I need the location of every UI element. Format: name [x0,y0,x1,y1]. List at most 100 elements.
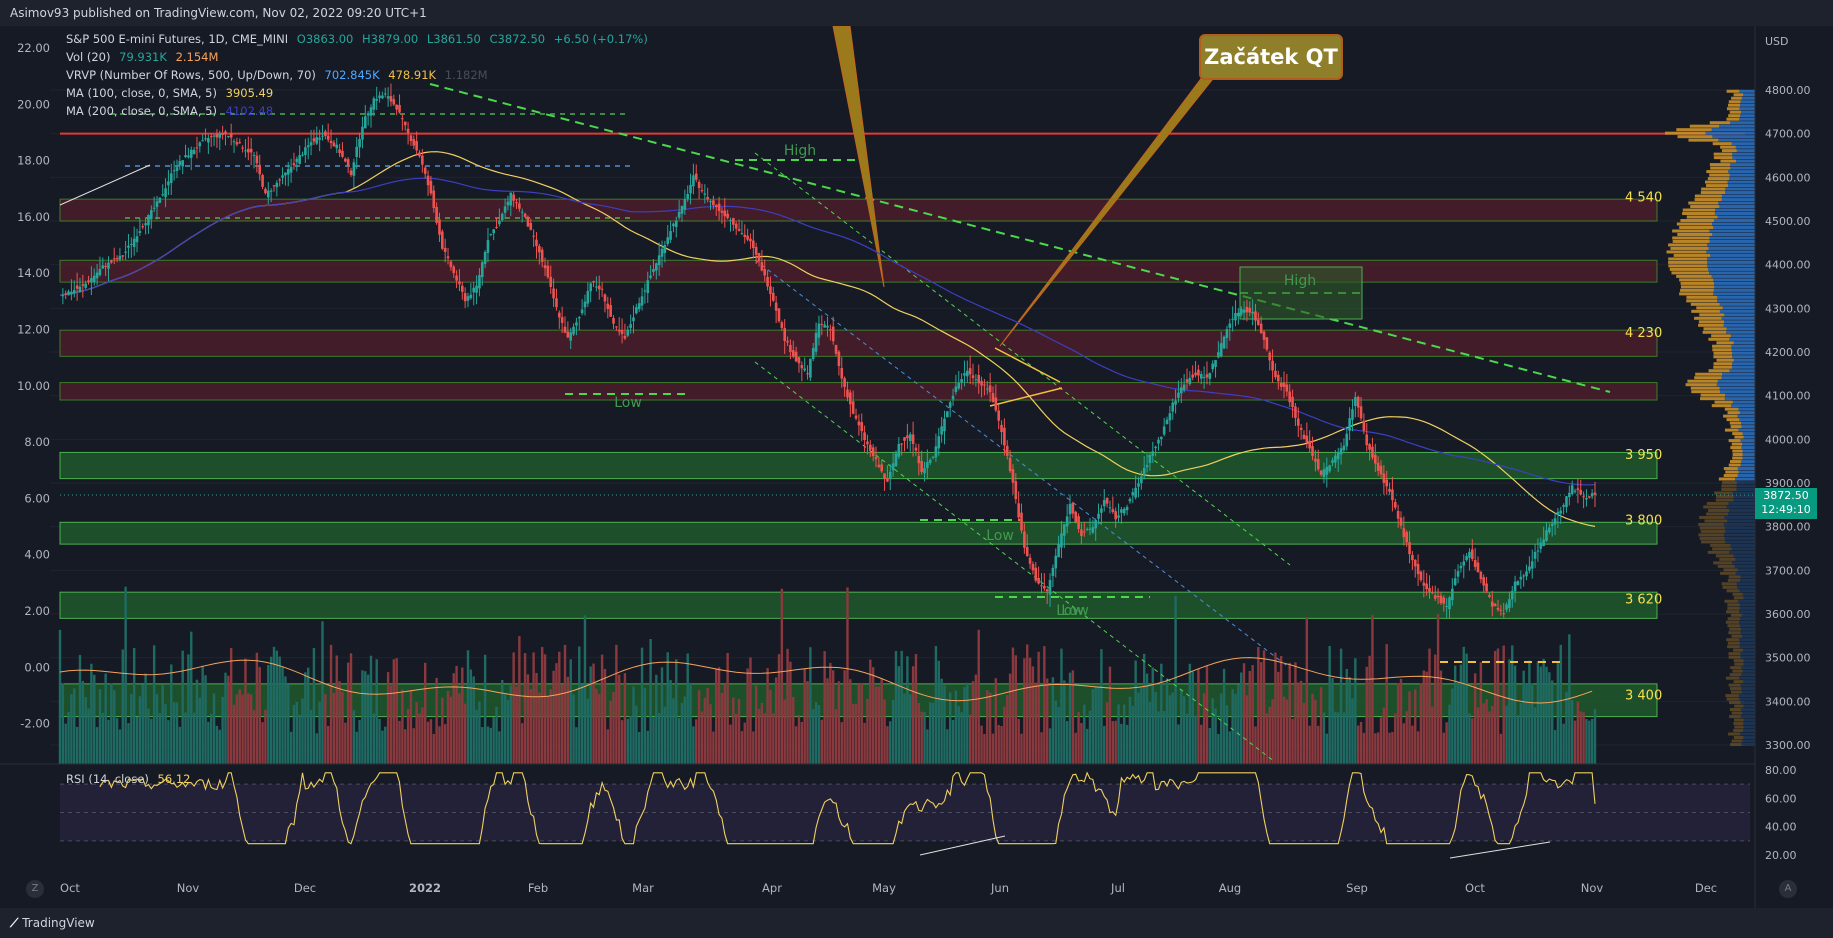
z-button[interactable]: Z [26,880,44,898]
volume-bar [150,718,153,764]
candle-body [763,269,767,276]
candle-body [1416,563,1420,575]
candle-body [817,323,821,338]
volume-bar [509,685,512,764]
volume-bar [586,698,590,764]
candle-body [974,379,978,381]
volume-bar [823,651,826,764]
candle-body [1211,363,1214,370]
candle-body [1154,446,1157,449]
volume-profile-down [1706,501,1729,505]
candle-body [646,280,650,294]
volume-bar [130,694,133,764]
volume-bar [1545,666,1548,764]
volume-profile-up [1739,697,1755,701]
volume-bar [546,696,550,764]
candle-body [1265,337,1269,350]
candle-body [443,247,447,252]
right-axis-tick: 3600.00 [1765,608,1811,621]
volume-bar [1339,648,1343,764]
volume-bar [1414,689,1417,764]
volume-bar [1536,661,1540,764]
candle-body [866,441,869,445]
volume-bar [812,709,815,764]
volume-bar [583,615,587,764]
candle-body [1374,454,1377,464]
volume-bar [298,714,301,764]
volume-bar [1376,732,1380,764]
volume-profile-down [1715,498,1734,502]
volume-bar [341,691,344,764]
candle-body [318,137,321,140]
candle-body [985,388,989,390]
candle-body [266,190,270,198]
volume-bar [866,698,869,764]
candle-body [1451,588,1454,601]
volume-bar [1385,644,1388,764]
volume-profile-down [1722,585,1738,589]
candle-body [1043,585,1046,589]
level-label: 3 950 [1625,448,1662,463]
volume-bar [809,647,812,764]
candle-body [386,96,390,99]
a-button[interactable]: A [1779,880,1797,898]
candle-body [1257,319,1260,325]
volume-bar [155,693,159,764]
candle-body [1048,580,1052,595]
candle-body [988,385,992,393]
volume-profile-up [1743,736,1755,740]
annotation-label: Low [1061,603,1089,619]
volume-bar [635,705,638,764]
candle-body [769,286,772,295]
volume-profile-down [1720,145,1736,149]
candle-body [951,395,955,400]
volume-profile-up [1741,673,1755,677]
candle-body [700,190,704,192]
volume-bar [127,723,130,764]
candle-body [1339,448,1343,455]
volume-bar [1539,666,1542,764]
candle-body [460,285,464,292]
volume-bar [723,684,726,764]
volume-bar [1356,725,1360,764]
volume-profile-up [1725,393,1755,397]
volume-bar [90,663,93,764]
volume-bar [346,662,350,764]
candle-body [914,447,918,451]
volume-profile-up [1741,690,1755,694]
candle-body [1471,549,1474,560]
volume-bar [1097,686,1100,764]
volume-profile-down [1727,411,1740,415]
volume-profile-up [1737,467,1755,471]
volume-bar [75,726,79,764]
tradingview-logo[interactable]: ⟋ TradingView [10,908,95,938]
candle-body [1065,516,1069,527]
candle-body [269,190,273,192]
volume-profile-up [1727,519,1755,523]
candle-body [966,370,969,377]
candle-body [563,326,567,333]
last-price: 3872.50 [1763,489,1809,502]
candle-body [78,286,82,293]
volume-profile-down [1712,348,1732,352]
candle-body [224,131,227,134]
volume-bar [369,655,373,764]
volume-bar [167,720,170,764]
volume-profile-down [1714,491,1733,495]
candle-body [1008,457,1012,472]
candle-body [1000,424,1003,432]
volume-profile-down [1707,550,1730,554]
volume-bar [769,689,772,764]
volume-bar [212,693,216,764]
volume-profile-down [1669,267,1709,271]
candle-body [1499,609,1503,611]
resistance-zone [59,259,1658,283]
candle-body [435,206,438,223]
candle-body [235,142,239,145]
volume-profile-up [1713,288,1755,292]
volume-profile-down [1731,739,1743,743]
candle-body [1165,419,1169,425]
volume-profile-up [1719,386,1755,390]
volume-profile-down [1716,341,1734,345]
